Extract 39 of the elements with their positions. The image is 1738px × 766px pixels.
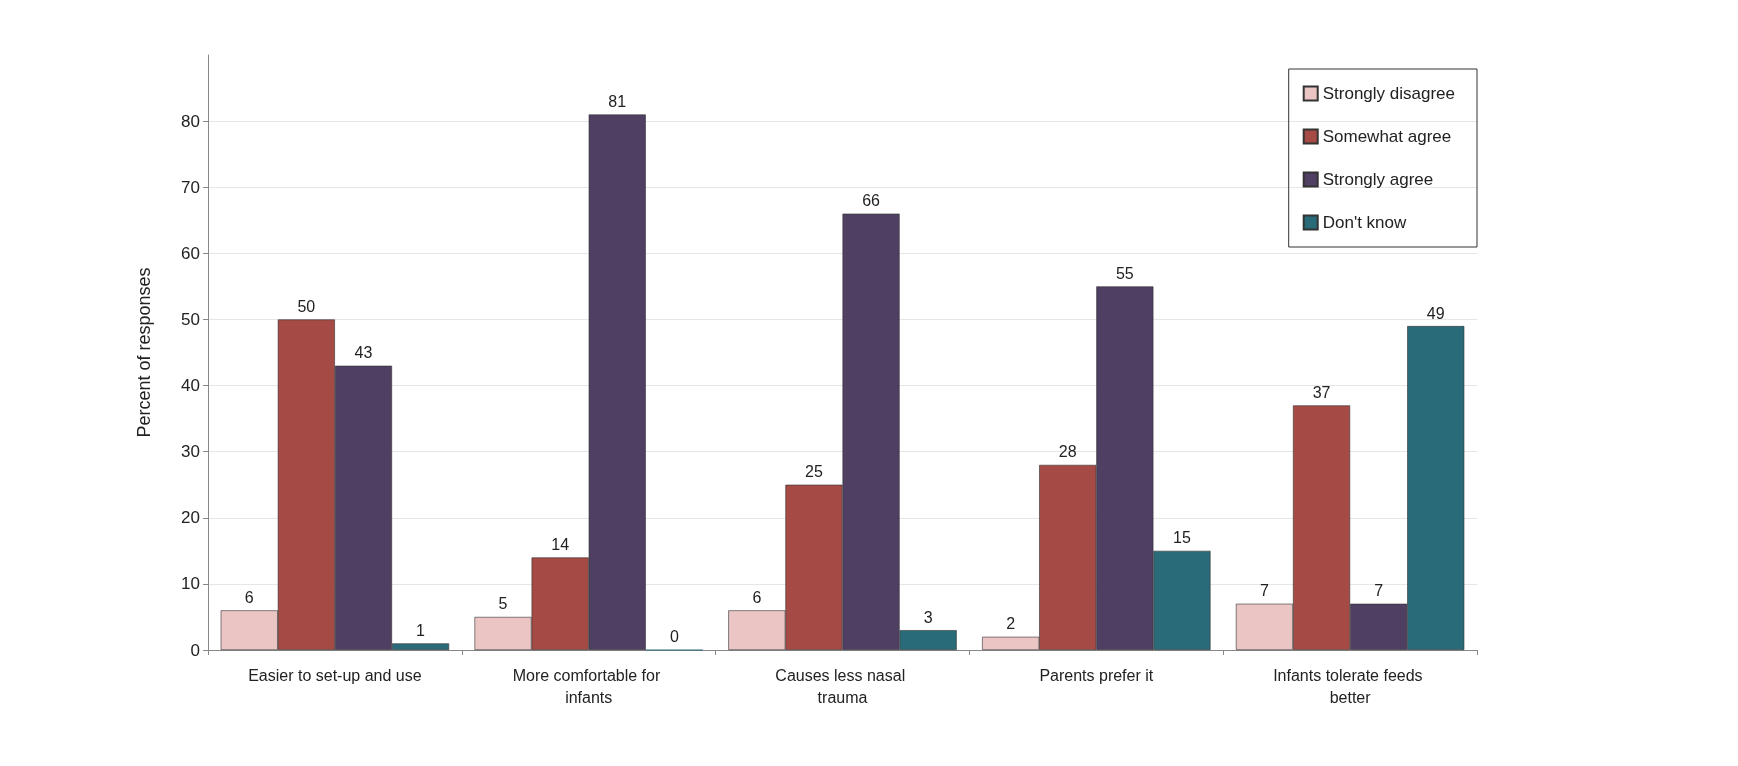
data-label: 6	[752, 588, 762, 606]
data-label: 1	[416, 621, 426, 639]
data-label: 2	[1006, 615, 1016, 633]
data-label: 81	[608, 93, 627, 110]
data-label: 55	[1115, 264, 1134, 282]
data-label: 25	[805, 463, 823, 481]
legend-label: Strongly agree	[1322, 170, 1434, 189]
y-tick-label: 70	[181, 177, 200, 197]
y-axis-title: Percent of responses	[134, 267, 154, 438]
x-tick-label: Easier to set-up and use	[248, 666, 422, 684]
x-tick-label: Causes less nasal trauma	[775, 666, 910, 706]
y-tick-label: 20	[181, 508, 200, 528]
data-label: 15	[1173, 529, 1191, 547]
data-label: 49	[1426, 304, 1445, 322]
data-label: 37	[1312, 383, 1331, 401]
data-label: 3	[923, 608, 933, 626]
data-label: 50	[297, 297, 316, 315]
y-tick-label: 80	[181, 111, 200, 131]
data-label: 7	[1374, 582, 1384, 600]
data-label: 66	[862, 192, 881, 210]
data-label: 14	[551, 535, 570, 553]
y-tick-label: 40	[181, 376, 200, 396]
data-label: 0	[669, 628, 679, 646]
data-label: 28	[1058, 443, 1077, 461]
data-label: 7	[1259, 582, 1269, 600]
x-tick-label: Infants tolerate feeds better	[1273, 666, 1428, 706]
y-tick-label: 50	[181, 309, 200, 329]
data-label: 43	[354, 344, 373, 362]
legend-label: Somewhat agree	[1322, 127, 1452, 146]
y-tick-label: 10	[181, 574, 200, 594]
x-tick-label: More comfortable for infants	[512, 666, 665, 706]
x-tick-label: Parents prefer it	[1039, 666, 1154, 684]
y-tick-label: 0	[190, 640, 200, 660]
data-label: 6	[244, 588, 254, 606]
data-label: 5	[498, 595, 508, 613]
y-tick-label: 30	[181, 442, 200, 462]
legend-label: Don't know	[1322, 213, 1407, 232]
y-tick-label: 60	[181, 243, 200, 263]
legend-label: Strongly disagree	[1322, 84, 1456, 103]
